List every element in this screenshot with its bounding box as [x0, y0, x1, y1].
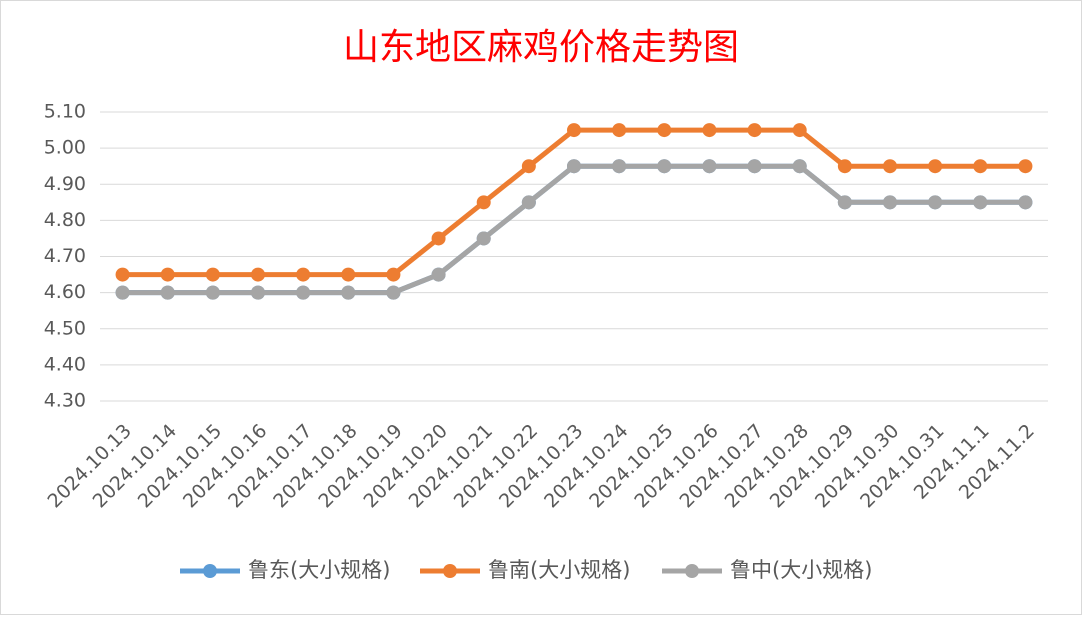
point	[928, 195, 943, 210]
point	[973, 159, 988, 174]
point	[612, 123, 627, 138]
y-tick-label: 4.60	[44, 281, 86, 303]
point	[251, 285, 265, 300]
y-tick-label: 4.50	[44, 317, 86, 339]
point	[521, 195, 536, 210]
y-tick-label: 5.00	[44, 137, 86, 159]
legend-marker	[203, 564, 217, 578]
point	[431, 267, 446, 282]
point	[747, 159, 762, 174]
point	[205, 267, 220, 282]
point	[702, 159, 717, 174]
point	[792, 123, 807, 138]
point	[296, 267, 311, 282]
point	[296, 285, 311, 300]
point	[883, 159, 897, 174]
point	[702, 123, 717, 138]
point	[1018, 195, 1033, 210]
y-tick-label: 4.30	[44, 390, 86, 412]
point	[1018, 159, 1033, 174]
y-tick-label: 4.90	[44, 173, 86, 195]
point	[341, 267, 356, 282]
legend-label: 鲁南(大小规格)	[488, 558, 630, 582]
point	[521, 159, 536, 174]
y-tick-label: 4.70	[44, 245, 86, 267]
chart-title: 山东地区麻鸡价格走势图	[343, 27, 739, 68]
y-tick-label: 4.80	[44, 209, 86, 231]
point	[928, 159, 943, 174]
point	[883, 195, 897, 210]
point	[837, 195, 852, 210]
point	[251, 267, 265, 282]
point	[476, 195, 491, 210]
point	[657, 159, 672, 174]
point	[747, 123, 762, 138]
point	[657, 123, 672, 138]
point	[341, 285, 356, 300]
point	[115, 267, 130, 282]
point	[386, 285, 401, 300]
point	[115, 285, 130, 300]
point	[837, 159, 852, 174]
y-tick-label: 4.40	[44, 353, 86, 375]
point	[160, 267, 175, 282]
point	[386, 267, 401, 282]
legend-marker	[443, 564, 457, 578]
point	[567, 159, 581, 174]
point	[567, 123, 581, 138]
legend-label: 鲁中(大小规格)	[730, 558, 872, 582]
point	[973, 195, 988, 210]
point	[792, 159, 807, 174]
legend-marker	[685, 564, 699, 578]
point	[431, 231, 446, 246]
legend-label: 鲁东(大小规格)	[248, 558, 390, 582]
y-tick-label: 5.10	[44, 101, 86, 123]
point	[160, 285, 175, 300]
point	[205, 285, 220, 300]
point	[476, 231, 491, 246]
point	[612, 159, 627, 174]
